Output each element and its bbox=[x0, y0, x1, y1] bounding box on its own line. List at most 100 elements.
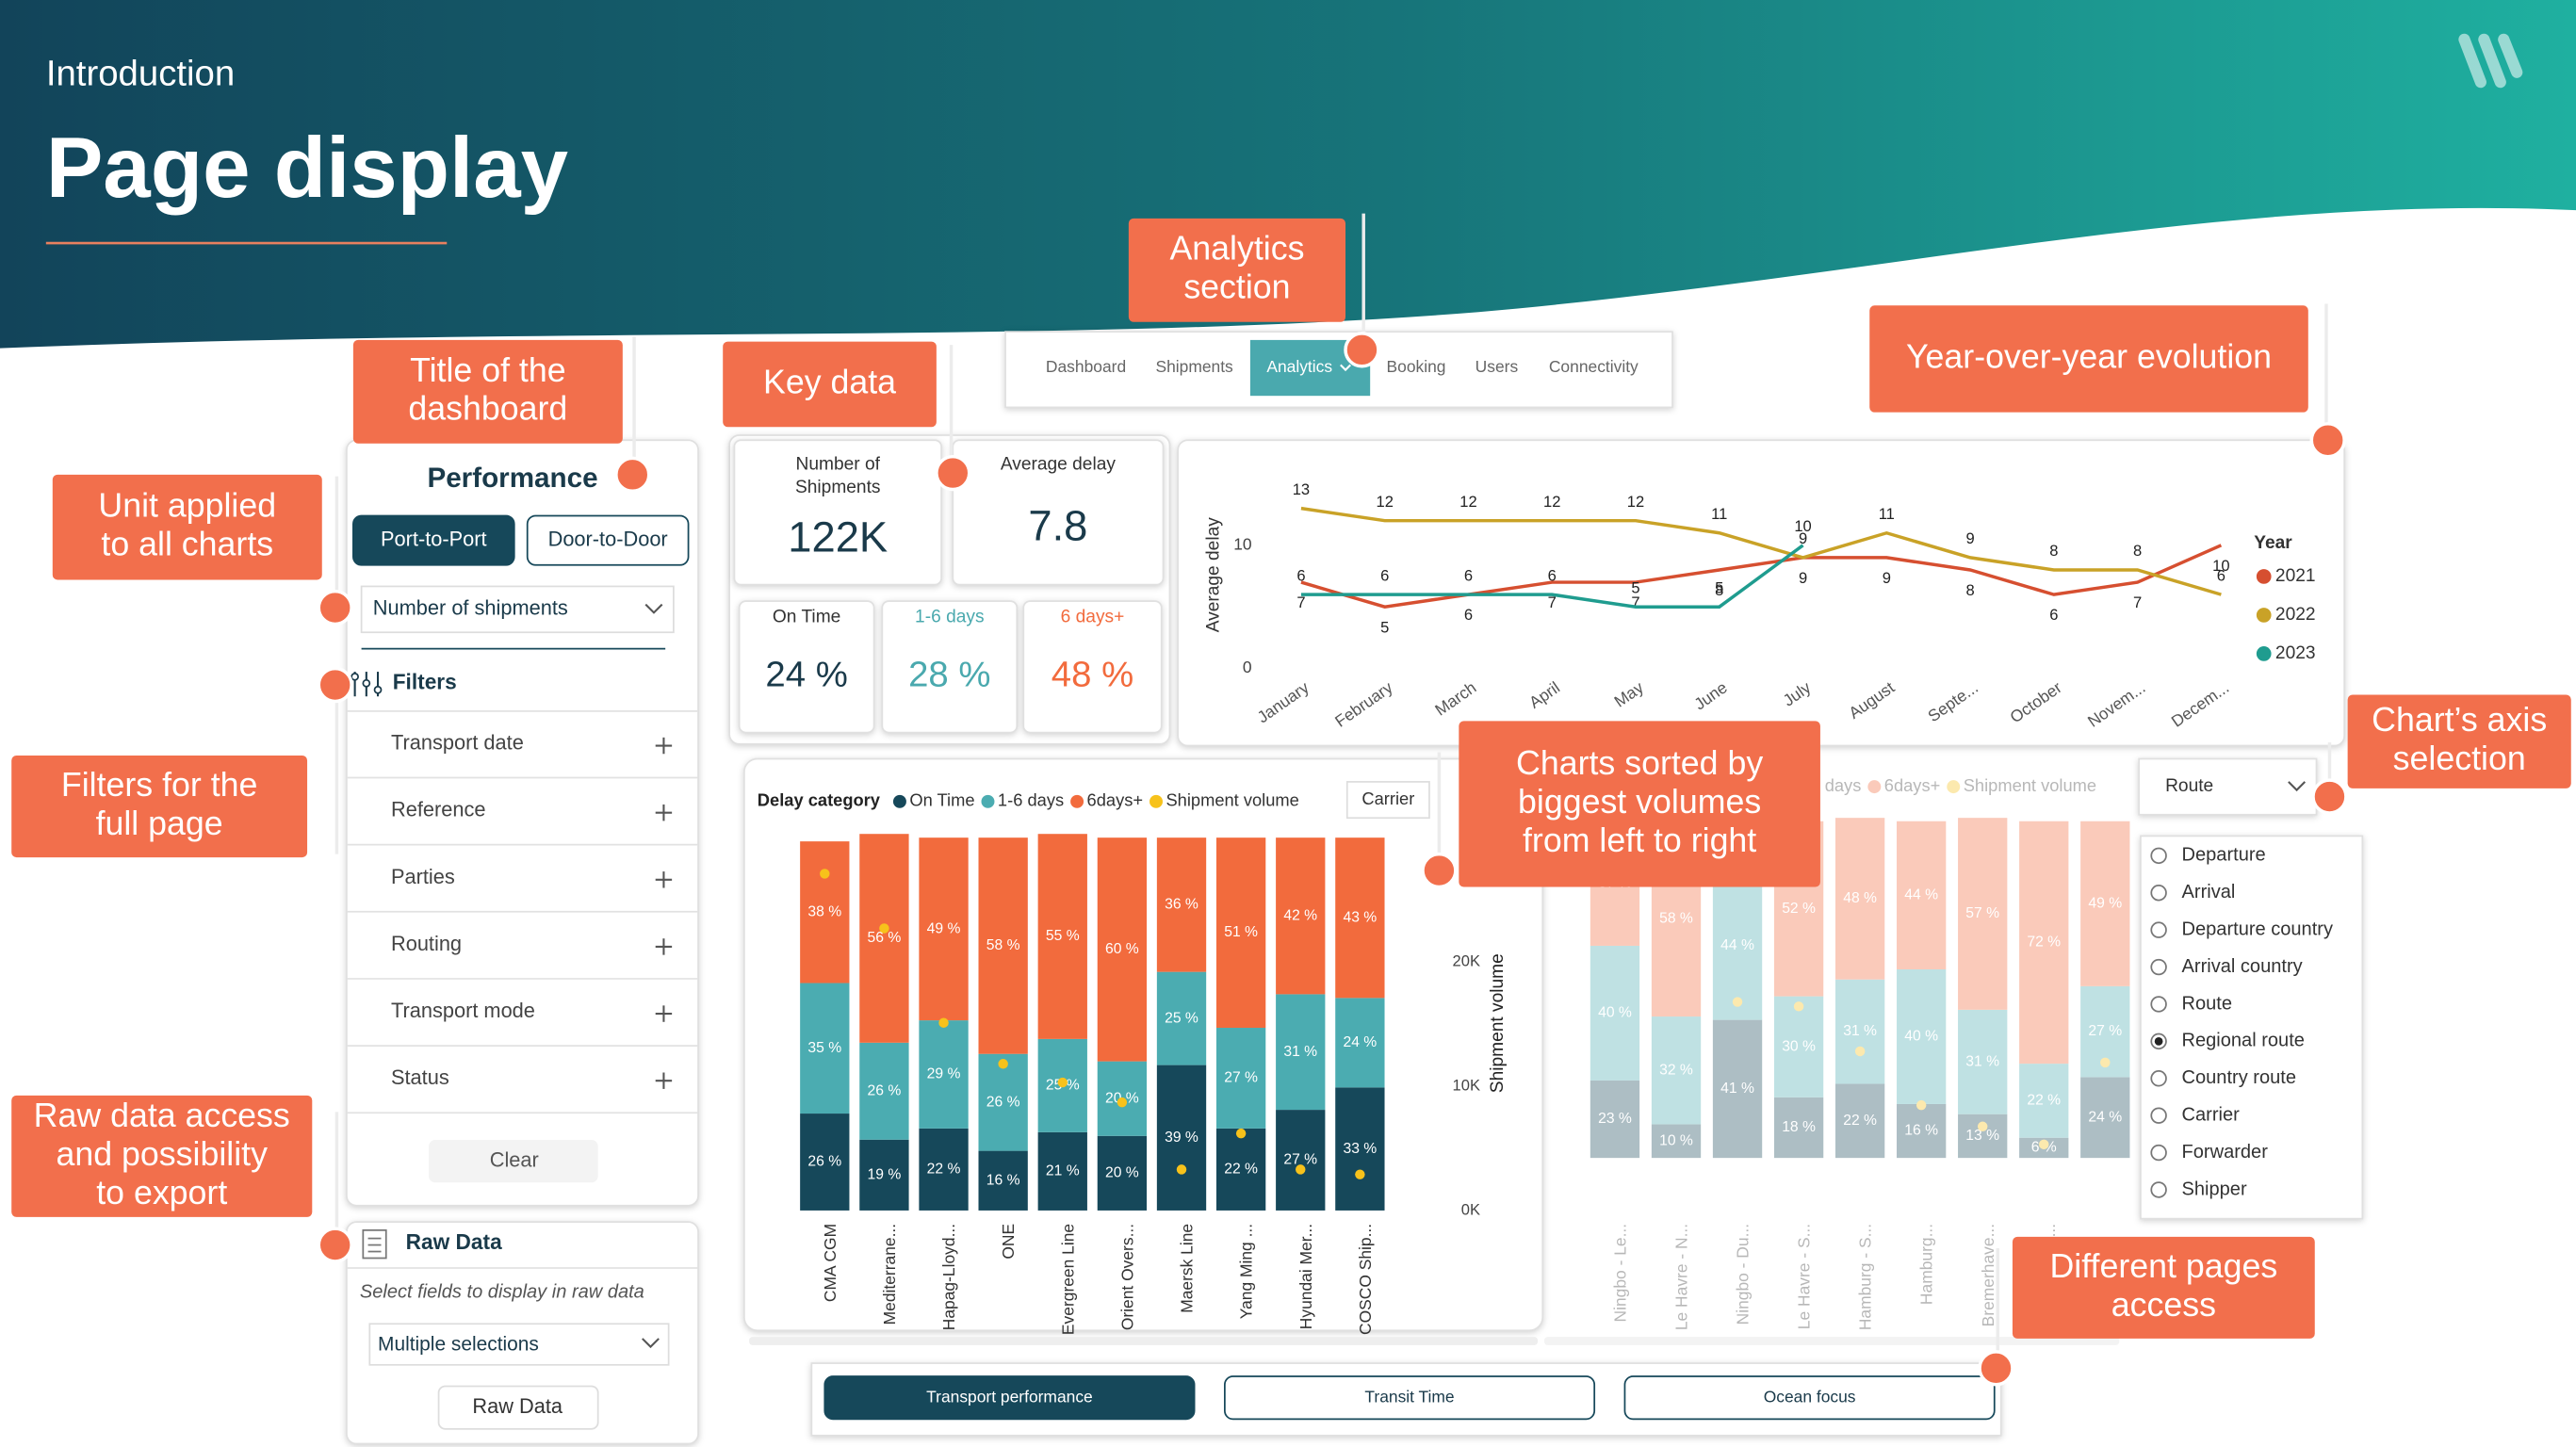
data-label: 55 % bbox=[1046, 928, 1080, 944]
data-label: 8 bbox=[1715, 581, 1723, 599]
x-tick-label: Evergreen Line bbox=[1058, 1224, 1077, 1335]
line-series bbox=[1300, 506, 2222, 596]
annotation-box bbox=[52, 474, 322, 580]
mode-button[interactable] bbox=[352, 514, 515, 566]
annotation-dot bbox=[317, 666, 353, 704]
data-label: 49 % bbox=[927, 920, 961, 936]
bar-segment bbox=[2019, 1137, 2069, 1159]
axis-button[interactable] bbox=[1345, 781, 1430, 820]
annotation-box bbox=[352, 339, 623, 444]
legend-swatch bbox=[892, 794, 906, 808]
data-label: 6 bbox=[1296, 566, 1305, 584]
radio[interactable] bbox=[2150, 921, 2167, 938]
mode-button[interactable] bbox=[526, 514, 690, 566]
annotation-dot bbox=[2309, 422, 2346, 459]
legend-swatch bbox=[1947, 780, 1961, 794]
volume-dot bbox=[2039, 1139, 2049, 1150]
filter-item: Parties bbox=[391, 865, 455, 888]
annotation-dot bbox=[1344, 332, 1380, 368]
filter-item: Routing bbox=[391, 932, 462, 955]
nav-tab: Connectivity bbox=[1549, 357, 1639, 376]
header-band bbox=[0, 0, 2576, 349]
bar-segment bbox=[978, 1053, 1028, 1151]
y2-axis-label: Shipment volume bbox=[1488, 953, 1508, 1093]
scrollbar bbox=[1544, 1337, 2120, 1345]
annotation-box bbox=[1869, 305, 2308, 413]
bar-segment bbox=[978, 837, 1028, 1054]
bar-segment bbox=[1590, 1080, 1640, 1159]
panel-title: Performance bbox=[427, 463, 597, 494]
x-tick-label: Yang Ming ... bbox=[1237, 1224, 1256, 1319]
raw-button[interactable] bbox=[437, 1385, 599, 1430]
axis-button-label: Carrier bbox=[1361, 789, 1414, 808]
data-label: 31 % bbox=[1965, 1053, 1999, 1069]
page-tab[interactable] bbox=[1223, 1375, 1596, 1421]
page-tab[interactable] bbox=[823, 1375, 1196, 1421]
volume-dot bbox=[938, 1017, 949, 1028]
axis-option: Regional route bbox=[2182, 1031, 2305, 1051]
filters-title: Filters bbox=[393, 669, 457, 693]
kpi-label: 1-6 days bbox=[915, 608, 984, 627]
filter-icon bbox=[373, 685, 383, 694]
bar-segment bbox=[1773, 1097, 1824, 1159]
annotation-text: from left to right bbox=[1523, 821, 1756, 859]
mode-label: Door-to-Door bbox=[548, 527, 668, 550]
annotation-box bbox=[723, 341, 937, 428]
data-label: 7 bbox=[2133, 593, 2142, 611]
bar-segment bbox=[919, 1020, 969, 1129]
radio[interactable] bbox=[2150, 958, 2167, 976]
radio[interactable] bbox=[2150, 1144, 2167, 1162]
x-tick-label: Maersk Line bbox=[1178, 1224, 1197, 1313]
data-label: 49 % bbox=[2088, 895, 2122, 911]
radio[interactable] bbox=[2150, 996, 2167, 1013]
bar-segment bbox=[919, 837, 969, 1021]
annotation-text: selection bbox=[2393, 740, 2526, 777]
data-label: 6 bbox=[1464, 606, 1473, 624]
x-tick-label: Hapag-Lloyd... bbox=[939, 1224, 958, 1330]
data-label: 8 bbox=[1965, 581, 1974, 599]
data-label: 11 bbox=[1879, 505, 1895, 523]
legend-swatch bbox=[1149, 794, 1163, 808]
data-label: 24 % bbox=[2088, 1109, 2122, 1125]
nav-tab: Booking bbox=[1387, 357, 1446, 376]
raw-select[interactable] bbox=[368, 1323, 670, 1366]
bar-segment bbox=[1037, 834, 1087, 1039]
nav-tab: Analytics bbox=[1266, 357, 1332, 376]
raw-title: Raw Data bbox=[406, 1229, 502, 1254]
bar-segment bbox=[1276, 994, 1326, 1111]
data-label: 12 bbox=[1377, 493, 1394, 511]
data-label: 52 % bbox=[1782, 901, 1816, 917]
line-series bbox=[1300, 544, 1804, 609]
radio[interactable] bbox=[2150, 1070, 2167, 1087]
annotation-text: Year-over-year evolution bbox=[1906, 337, 2272, 375]
legend-swatch bbox=[981, 794, 995, 808]
kpi-label: 6 days+ bbox=[1061, 608, 1125, 627]
radio[interactable] bbox=[2150, 1107, 2167, 1124]
unit-dropdown[interactable] bbox=[360, 585, 675, 634]
bar-segment bbox=[1156, 837, 1207, 972]
radio[interactable] bbox=[2150, 1181, 2167, 1198]
x-tick-label: Le Havre - S... bbox=[1795, 1224, 1814, 1329]
page-tab[interactable] bbox=[1623, 1375, 1996, 1421]
annotation-text: dashboard bbox=[408, 390, 567, 428]
legend-swatch bbox=[2256, 646, 2272, 661]
radio[interactable] bbox=[2150, 847, 2167, 865]
data-label: 60 % bbox=[1105, 941, 1139, 957]
data-label: 6 bbox=[1548, 566, 1557, 584]
data-label: 26 % bbox=[868, 1082, 902, 1098]
volume-dot bbox=[1793, 1001, 1804, 1012]
data-label: 31 % bbox=[1843, 1023, 1877, 1039]
kpi-card bbox=[952, 439, 1165, 586]
annotation-text: and possibility bbox=[57, 1135, 269, 1173]
radio[interactable] bbox=[2150, 885, 2167, 902]
data-label: 5 bbox=[1380, 618, 1389, 636]
data-label: 72 % bbox=[2027, 935, 2061, 951]
data-label: 38 % bbox=[807, 903, 841, 919]
data-label: 22 % bbox=[927, 1162, 961, 1178]
axis-dropdown[interactable] bbox=[2138, 757, 2318, 816]
clear-button[interactable] bbox=[429, 1139, 598, 1183]
bar-segment bbox=[1215, 1128, 1266, 1211]
bar-segment bbox=[800, 1114, 850, 1211]
